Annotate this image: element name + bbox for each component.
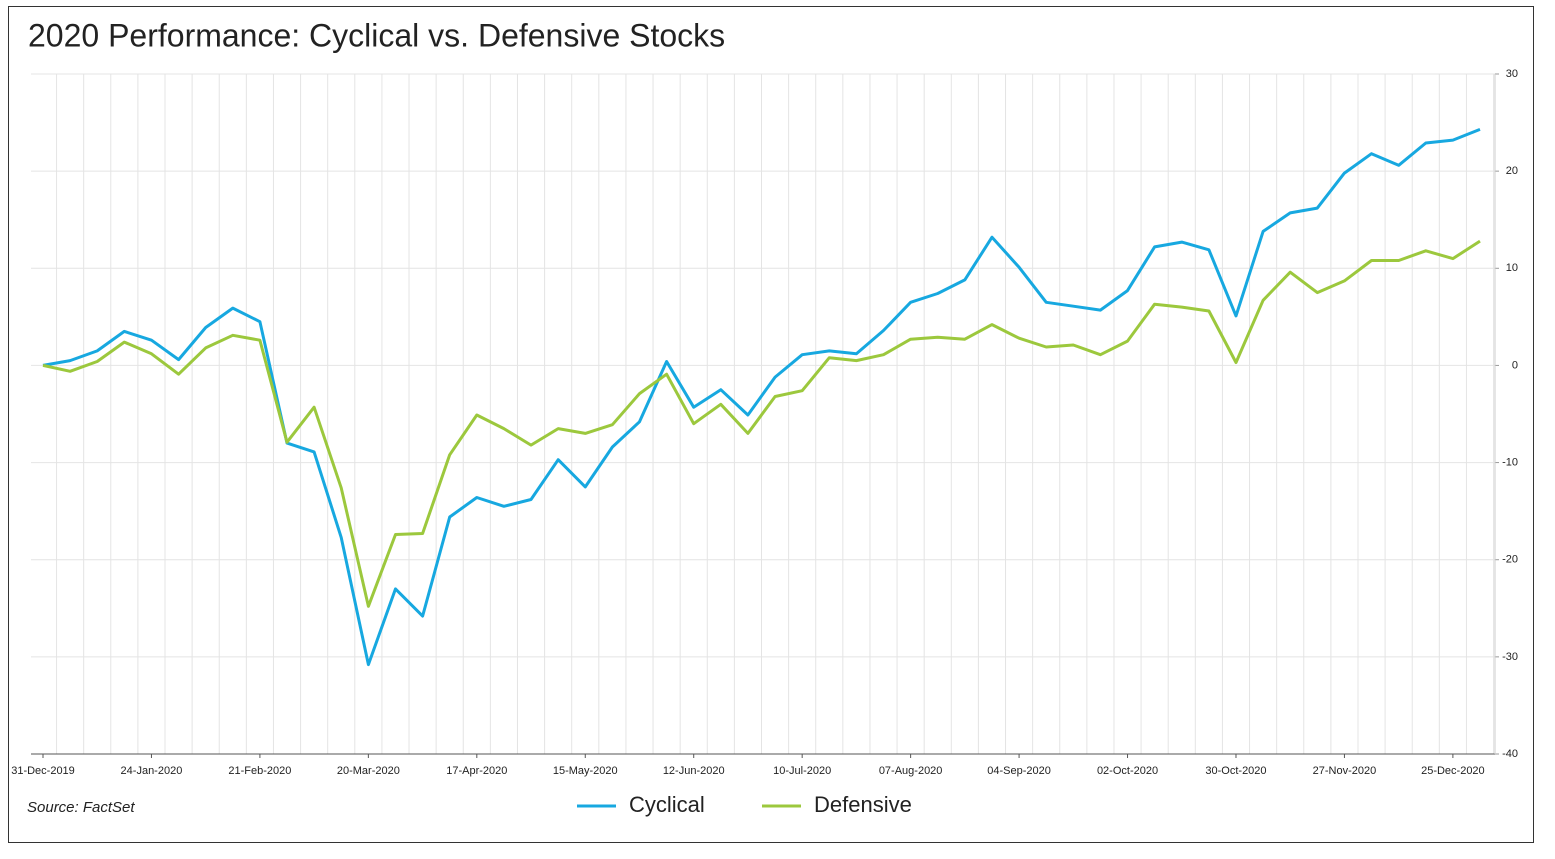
x-tick-label: 15-May-2020	[553, 765, 618, 777]
x-tick-label: 30-Oct-2020	[1205, 765, 1266, 777]
x-tick-label: 04-Sep-2020	[987, 765, 1051, 777]
x-tick-label: 02-Oct-2020	[1097, 765, 1158, 777]
y-tick-label: 10	[1506, 262, 1518, 274]
x-tick-label: 21-Feb-2020	[228, 765, 291, 777]
chart-title: 2020 Performance: Cyclical vs. Defensive…	[28, 17, 725, 53]
x-tick-label: 27-Nov-2020	[1313, 765, 1377, 777]
frame	[8, 6, 1534, 843]
y-tick-label: -10	[1502, 456, 1518, 468]
y-tick-label: 0	[1512, 359, 1518, 371]
x-tick-label: 17-Apr-2020	[446, 765, 507, 777]
x-tick-label: 20-Mar-2020	[337, 765, 400, 777]
y-tick-label: -20	[1502, 554, 1518, 566]
x-tick-label: 12-Jun-2020	[663, 765, 725, 777]
legend-label: Defensive	[814, 792, 912, 817]
y-tick-label: 20	[1506, 165, 1518, 177]
source-note: Source: FactSet	[27, 799, 135, 816]
x-tick-label: 10-Jul-2020	[773, 765, 831, 777]
y-tick-label: 30	[1506, 68, 1518, 80]
legend-label: Cyclical	[629, 792, 705, 817]
x-tick-label: 07-Aug-2020	[879, 765, 943, 777]
y-tick-label: -30	[1502, 651, 1518, 663]
x-tick-label: 31-Dec-2019	[11, 765, 75, 777]
y-tick-label: -40	[1502, 748, 1518, 760]
x-tick-label: 25-Dec-2020	[1421, 765, 1485, 777]
x-tick-label: 24-Jan-2020	[121, 765, 183, 777]
series-line	[42, 239, 1481, 608]
